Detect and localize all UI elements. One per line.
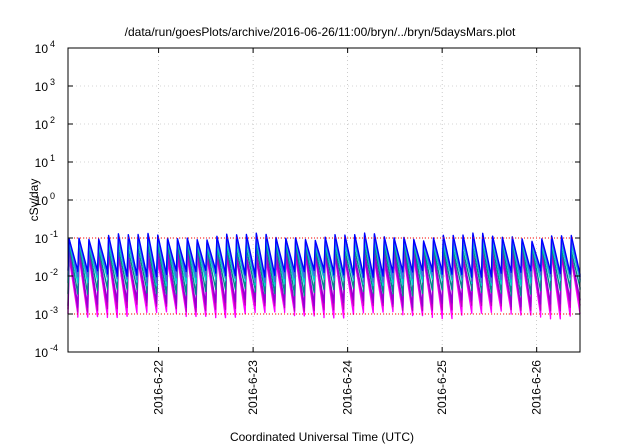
y-tick-exponent: 3	[50, 77, 55, 87]
y-tick-label: 10	[35, 118, 49, 132]
x-axis-label: Coordinated Universal Time (UTC)	[230, 430, 414, 444]
y-tick-label: 10	[35, 80, 49, 94]
y-tick-label: 10	[35, 232, 49, 246]
y-tick-label: 10	[35, 346, 49, 360]
y-tick-label: 10	[35, 194, 49, 208]
x-tick-label: 2016-6-25	[435, 360, 449, 415]
series-line	[67, 232, 581, 278]
y-tick-exponent: 0	[50, 191, 55, 201]
y-tick-exponent: 2	[50, 115, 55, 125]
y-tick-label: 10	[35, 42, 49, 56]
x-tick-label: 2016-6-24	[341, 360, 355, 415]
x-tick-label: 2016-6-23	[246, 360, 260, 415]
y-axis-label: cSv/day	[27, 179, 41, 222]
y-tick-exponent: -4	[50, 343, 58, 353]
x-tick-label: 2016-6-22	[152, 360, 166, 415]
y-tick-exponent: -3	[50, 305, 58, 315]
y-tick-label: 10	[35, 156, 49, 170]
x-tick-label: 2016-6-26	[530, 360, 544, 415]
chart-title: /data/run/goesPlots/archive/2016-06-26/1…	[125, 25, 516, 39]
x-ticks: 2016-6-22 2016-6-23 2016-6-24 2016-6-25 2016…	[152, 48, 544, 415]
y-tick-exponent: -2	[50, 267, 58, 277]
y-tick-exponent: 4	[50, 39, 55, 49]
y-tick-label: 10	[35, 308, 49, 322]
y-tick-exponent: -1	[50, 229, 58, 239]
series-layer	[67, 232, 581, 320]
reference-lines	[68, 237, 580, 315]
y-tick-exponent: 1	[50, 153, 55, 163]
y-tick-label: 10	[35, 270, 49, 284]
